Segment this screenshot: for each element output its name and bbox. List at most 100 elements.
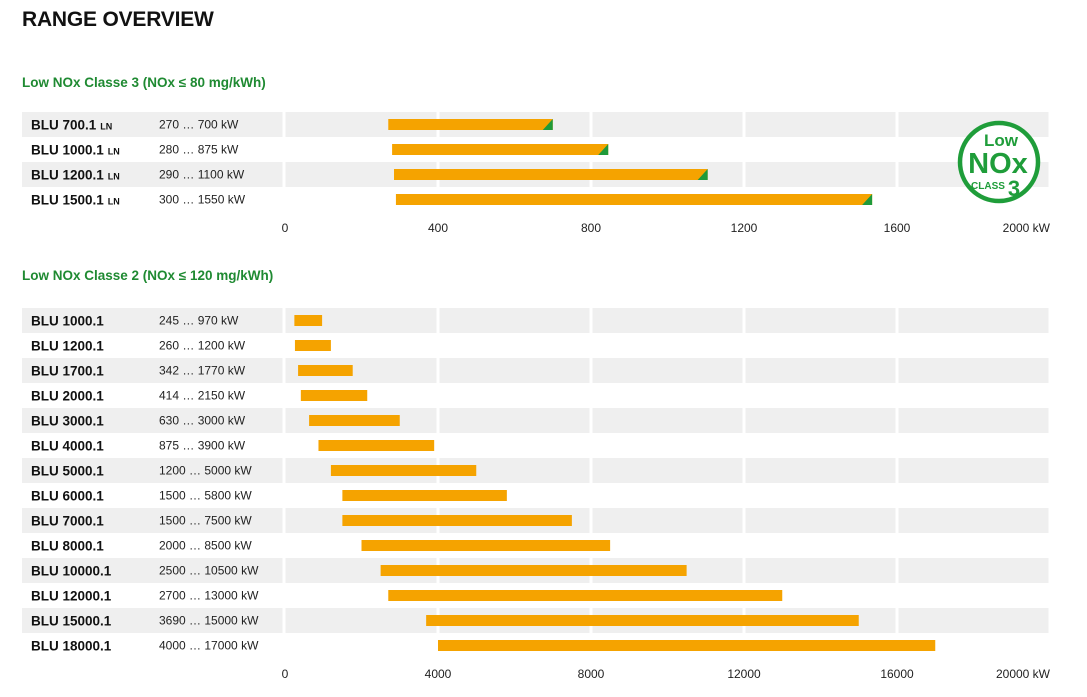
range-label: 260 … 1200 kW xyxy=(159,339,246,353)
range-bar xyxy=(388,119,553,130)
model-name: BLU 1700.1 xyxy=(31,364,104,379)
range-bar xyxy=(388,590,783,601)
range-chart-class-2: BLU 1000.1 245 … 970 kW BLU 1200.1 260 … 12… xyxy=(22,308,1052,681)
model-name: BLU 2000.1 xyxy=(31,389,104,404)
row-background xyxy=(22,408,1050,433)
x-tick-label: 1600 xyxy=(884,221,911,235)
range-bar xyxy=(394,169,708,180)
badge-line-2: NOx xyxy=(968,148,1028,180)
model-name: BLU 12000.1 xyxy=(31,589,112,604)
model-label: BLU 5000.1 xyxy=(31,464,104,479)
range-bar xyxy=(294,315,323,326)
range-label: 1200 … 5000 kW xyxy=(159,464,252,478)
model-name: BLU 5000.1 xyxy=(31,464,104,479)
model-label: BLU 3000.1 xyxy=(31,414,104,429)
range-bar-end-marker xyxy=(862,194,873,205)
range-bar xyxy=(395,194,873,205)
model-name: BLU 1000.1 xyxy=(31,143,104,158)
range-bar xyxy=(342,490,507,501)
row-background xyxy=(22,358,1050,383)
model-label: BLU 1200.1 LN xyxy=(31,168,120,183)
range-label: 875 … 3900 kW xyxy=(159,439,246,453)
badge-line-3: CLASS xyxy=(971,181,1005,192)
model-label: BLU 1000.1 LN xyxy=(31,143,120,158)
x-tick-label: 2000 kW xyxy=(1003,221,1051,235)
model-label: BLU 1500.1 LN xyxy=(31,193,120,208)
row-background xyxy=(22,483,1050,508)
model-name: BLU 1500.1 xyxy=(31,193,104,208)
model-name: BLU 10000.1 xyxy=(31,564,112,579)
model-label: BLU 2000.1 xyxy=(31,389,104,404)
range-label: 2000 … 8500 kW xyxy=(159,539,252,553)
badge-line-1: Low xyxy=(984,131,1019,150)
model-label: BLU 4000.1 xyxy=(31,439,104,454)
model-label: BLU 18000.1 xyxy=(31,639,112,654)
range-bar-end-marker xyxy=(542,119,553,130)
x-tick-label: 1200 xyxy=(731,221,758,235)
range-label: 4000 … 17000 kW xyxy=(159,639,259,653)
x-tick-label: 0 xyxy=(282,667,289,681)
x-tick-label: 400 xyxy=(428,221,448,235)
x-tick-label: 8000 xyxy=(578,667,605,681)
range-bar xyxy=(294,340,331,351)
range-bar xyxy=(300,390,368,401)
range-bar xyxy=(298,365,353,376)
model-label: BLU 1000.1 xyxy=(31,314,104,329)
range-label: 280 … 875 kW xyxy=(159,143,239,157)
range-bar xyxy=(392,144,609,155)
x-tick-label: 4000 xyxy=(425,667,452,681)
section-title-class-2: Low NOx Classe 2 (NOx ≤ 120 mg/kWh) xyxy=(22,268,274,283)
range-bar xyxy=(380,565,687,576)
range-bar xyxy=(361,540,611,551)
model-label: BLU 8000.1 xyxy=(31,539,104,554)
x-tick-label: 12000 xyxy=(727,667,761,681)
range-label: 270 … 700 kW xyxy=(159,118,239,132)
range-label: 300 … 1550 kW xyxy=(159,193,246,207)
range-bar xyxy=(342,515,572,526)
model-label: BLU 6000.1 xyxy=(31,489,104,504)
model-label: BLU 7000.1 xyxy=(31,514,104,529)
range-bar-end-marker xyxy=(697,169,708,180)
low-nox-class-3-badge-icon: Low NOx CLASS 3 xyxy=(957,120,1041,204)
range-label: 2500 … 10500 kW xyxy=(159,564,259,578)
model-name: BLU 15000.1 xyxy=(31,614,112,629)
model-name: BLU 700.1 xyxy=(31,118,97,133)
range-bar xyxy=(318,440,435,451)
model-name: BLU 4000.1 xyxy=(31,439,104,454)
model-label: BLU 1700.1 xyxy=(31,364,104,379)
range-label: 2700 … 13000 kW xyxy=(159,589,259,603)
range-label: 290 … 1100 kW xyxy=(159,168,245,182)
x-tick-label: 20000 kW xyxy=(996,667,1051,681)
section-title-class-3: Low NOx Classe 3 (NOx ≤ 80 mg/kWh) xyxy=(22,75,266,90)
row-background xyxy=(22,458,1050,483)
model-suffix: LN xyxy=(108,147,120,157)
range-label: 1500 … 7500 kW xyxy=(159,514,252,528)
model-label: BLU 700.1 LN xyxy=(31,118,112,133)
row-background xyxy=(22,308,1050,333)
range-bar xyxy=(438,640,936,651)
model-label: BLU 10000.1 xyxy=(31,564,112,579)
range-bar xyxy=(426,615,859,626)
page-title: RANGE OVERVIEW xyxy=(22,8,214,31)
row-background xyxy=(22,333,1050,358)
x-tick-label: 0 xyxy=(282,221,289,235)
model-name: BLU 1200.1 xyxy=(31,168,104,183)
model-name: BLU 3000.1 xyxy=(31,414,104,429)
row-background xyxy=(22,433,1050,458)
model-name: BLU 6000.1 xyxy=(31,489,104,504)
model-name: BLU 1200.1 xyxy=(31,339,104,354)
model-suffix: LN xyxy=(100,122,112,132)
model-name: BLU 8000.1 xyxy=(31,539,104,554)
x-tick-label: 800 xyxy=(581,221,601,235)
range-label: 245 … 970 kW xyxy=(159,314,239,328)
model-label: BLU 15000.1 xyxy=(31,614,112,629)
badge-line-4: 3 xyxy=(1008,176,1020,201)
model-label: BLU 1200.1 xyxy=(31,339,104,354)
range-label: 3690 … 15000 kW xyxy=(159,614,259,628)
model-suffix: LN xyxy=(108,172,120,182)
range-label: 630 … 3000 kW xyxy=(159,414,246,428)
model-suffix: LN xyxy=(108,197,120,207)
model-name: BLU 18000.1 xyxy=(31,639,112,654)
model-label: BLU 12000.1 xyxy=(31,589,112,604)
